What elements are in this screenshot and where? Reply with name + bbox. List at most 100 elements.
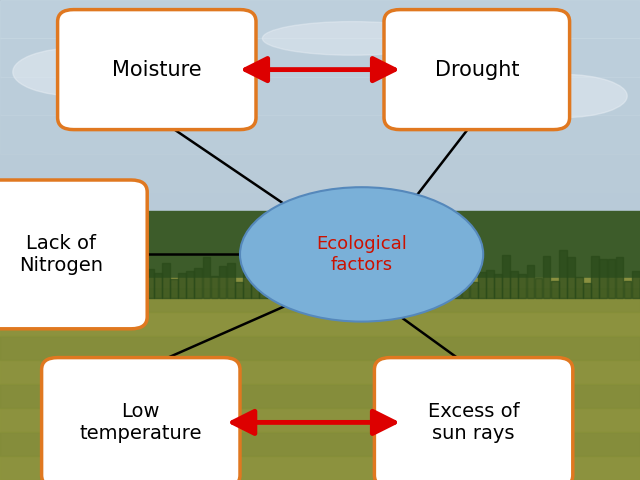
Bar bbox=[0, 154, 640, 192]
Bar bbox=[268, 252, 275, 298]
Bar bbox=[445, 252, 453, 298]
Ellipse shape bbox=[262, 22, 442, 55]
FancyBboxPatch shape bbox=[384, 10, 570, 130]
Bar bbox=[365, 261, 372, 298]
Bar bbox=[219, 266, 227, 298]
Bar bbox=[235, 282, 243, 298]
Bar bbox=[0, 384, 640, 408]
Bar bbox=[0, 288, 640, 312]
FancyBboxPatch shape bbox=[42, 358, 240, 480]
Bar bbox=[316, 268, 324, 298]
Bar bbox=[308, 260, 316, 298]
Bar bbox=[275, 251, 283, 298]
Bar bbox=[89, 251, 97, 298]
Bar bbox=[559, 250, 566, 298]
Bar bbox=[429, 253, 437, 298]
Bar bbox=[57, 254, 65, 298]
Text: Excess of
sun rays: Excess of sun rays bbox=[428, 402, 520, 443]
Bar bbox=[543, 256, 550, 298]
Bar bbox=[470, 282, 477, 298]
Bar bbox=[202, 257, 210, 298]
Bar bbox=[583, 283, 591, 298]
Bar bbox=[478, 272, 486, 298]
Ellipse shape bbox=[13, 48, 141, 96]
Bar bbox=[575, 276, 583, 298]
Bar bbox=[0, 38, 640, 77]
Bar bbox=[372, 273, 380, 298]
Bar bbox=[130, 273, 138, 298]
Bar bbox=[186, 271, 194, 298]
Bar bbox=[534, 278, 542, 298]
Bar bbox=[211, 276, 218, 298]
Text: Moisture: Moisture bbox=[112, 60, 202, 80]
Text: Lack of
Nitrogen: Lack of Nitrogen bbox=[19, 234, 103, 275]
FancyBboxPatch shape bbox=[374, 358, 573, 480]
Bar bbox=[397, 277, 404, 298]
Bar bbox=[73, 259, 81, 298]
Bar bbox=[0, 278, 640, 480]
Bar bbox=[195, 268, 202, 298]
Bar bbox=[16, 259, 24, 298]
Bar bbox=[0, 192, 640, 230]
Bar bbox=[502, 255, 510, 298]
Bar bbox=[251, 277, 259, 298]
Bar bbox=[154, 274, 162, 298]
Text: Low
temperature: Low temperature bbox=[79, 402, 202, 443]
Bar bbox=[65, 263, 72, 298]
Bar bbox=[0, 456, 640, 480]
Bar bbox=[454, 280, 461, 298]
Bar bbox=[405, 251, 413, 298]
Bar bbox=[332, 266, 340, 298]
Bar bbox=[97, 255, 105, 298]
Bar bbox=[40, 278, 48, 298]
Bar bbox=[567, 257, 575, 298]
Bar bbox=[113, 277, 121, 298]
Bar bbox=[8, 251, 16, 298]
Bar bbox=[300, 280, 307, 298]
Bar bbox=[413, 257, 421, 298]
Bar bbox=[600, 260, 607, 298]
Bar bbox=[33, 278, 40, 298]
Bar bbox=[227, 264, 234, 298]
Bar bbox=[0, 211, 640, 298]
Bar bbox=[510, 271, 518, 298]
Bar bbox=[0, 115, 640, 154]
Bar bbox=[170, 278, 178, 298]
Bar bbox=[381, 266, 388, 298]
Bar bbox=[438, 263, 445, 298]
Bar bbox=[122, 277, 129, 298]
Bar bbox=[462, 276, 470, 298]
Bar bbox=[146, 269, 154, 298]
FancyBboxPatch shape bbox=[58, 10, 256, 130]
Bar bbox=[616, 257, 623, 298]
Bar bbox=[0, 360, 640, 384]
Bar bbox=[0, 271, 8, 298]
Text: Ecological
factors: Ecological factors bbox=[316, 235, 407, 274]
Bar bbox=[340, 282, 348, 298]
FancyBboxPatch shape bbox=[0, 180, 147, 329]
Bar bbox=[24, 263, 32, 298]
Bar bbox=[292, 273, 300, 298]
Bar bbox=[632, 271, 639, 298]
Bar bbox=[0, 0, 640, 38]
Bar bbox=[259, 281, 267, 298]
Bar bbox=[162, 263, 170, 298]
Bar bbox=[518, 274, 526, 298]
Bar bbox=[106, 276, 113, 298]
Ellipse shape bbox=[240, 187, 483, 322]
Bar bbox=[591, 256, 599, 298]
Bar bbox=[243, 263, 251, 298]
Bar bbox=[138, 265, 145, 298]
Bar bbox=[494, 274, 502, 298]
Bar bbox=[348, 252, 356, 298]
Bar bbox=[0, 312, 640, 336]
Bar bbox=[527, 265, 534, 298]
Bar bbox=[0, 0, 640, 230]
Bar bbox=[421, 252, 429, 298]
Bar bbox=[0, 432, 640, 456]
Bar bbox=[0, 408, 640, 432]
Bar bbox=[49, 281, 56, 298]
Bar bbox=[0, 336, 640, 360]
Bar bbox=[284, 256, 291, 298]
Bar bbox=[551, 281, 559, 298]
